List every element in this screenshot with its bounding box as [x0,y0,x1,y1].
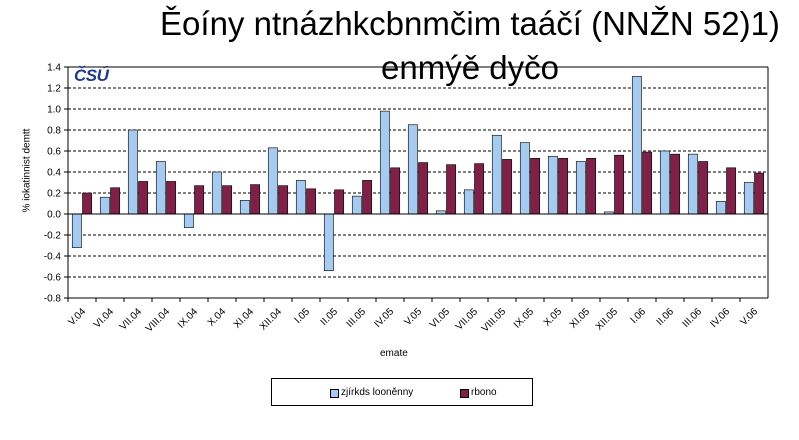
bar-series1 [575,161,586,215]
x-tick-label: VI.05 [428,306,453,331]
bar-series2 [278,185,289,215]
legend-label: zjírkds looněnny [341,387,414,398]
bar-series1 [687,153,698,215]
x-tick-label: VIII.05 [480,306,509,335]
bar-series1 [743,182,754,215]
bar-series1 [715,201,726,215]
y-tick-label: -0.4 [44,252,62,263]
bar-series1 [211,171,222,215]
bar-series1 [659,150,670,215]
bar-series1 [323,213,334,272]
bar-series2 [194,185,205,215]
bar-series1 [155,161,166,215]
bar-series2 [642,151,653,215]
y-tick-label: 1.0 [47,105,61,116]
bar-series1 [239,200,250,215]
csu-logo: ČSÚ [74,66,109,85]
x-tick-label: IV.06 [708,306,732,330]
bar-series2 [698,161,709,215]
bar-series2 [306,188,317,215]
y-tick-label: -0.6 [44,273,62,284]
x-tick-label: I.05 [293,306,313,326]
y-tick-label: 0.4 [47,168,61,179]
legend-label: rbono [471,387,497,398]
y-tick-label: 0.2 [47,189,61,200]
x-tick-label: I.06 [629,306,649,326]
bar-series1 [295,180,306,215]
x-tick-label: III.06 [681,306,705,330]
bar-series2 [558,158,569,215]
x-tick-label: VI.04 [92,306,117,331]
bar-series1 [127,129,138,215]
bar-series1 [379,110,390,215]
bar-series2 [362,180,373,215]
x-tick-label: II.06 [655,306,677,328]
x-axis-label: emate [380,348,408,359]
x-tick-label: V.06 [738,306,760,328]
bar-series1 [183,213,194,228]
bar-series2 [110,187,121,215]
x-tick-label: X.05 [542,306,565,329]
bar-series1 [99,196,110,215]
x-tick-label: II.05 [319,306,341,328]
legend-swatch [460,389,469,398]
y-tick-label: 0.0 [47,210,61,221]
bar-series1 [631,76,642,215]
bar-series1 [71,213,82,248]
x-tick-label: X.04 [206,306,229,329]
bar-series2 [474,163,485,215]
x-tick-label: III.05 [345,306,369,330]
chart-title-line1: Ěoíny ntnázhkcbnmčim taáčí (NNŽN 52)1) [160,5,780,42]
y-axis-label: % iokatinnist demtt [21,128,33,213]
bar-series1 [547,155,558,215]
y-tick-label: 1.2 [47,84,61,95]
bar-series1 [351,195,362,215]
x-tick-label: XII.04 [258,306,285,333]
bar-series2 [166,181,177,215]
x-tick-label: XI.04 [232,306,257,331]
x-tick-label: VII.05 [454,306,481,333]
x-tick-label: IX.04 [176,306,201,331]
x-tick-label: V.05 [402,306,424,328]
y-tick-label: 0.8 [47,126,61,137]
bar-series2 [726,167,737,215]
x-tick-label: VII.04 [118,306,145,333]
bar-series1 [407,124,418,215]
bar-series1 [463,189,474,215]
bar-series2 [530,158,541,215]
chart-legend: zjírkds looněnny rbono [271,378,533,406]
bar-series2 [502,159,513,215]
y-tick-label: -0.8 [44,294,62,305]
bar-series2 [390,167,401,215]
bar-series2 [754,172,765,215]
y-tick-label: 1.4 [47,63,61,74]
bar-series2 [82,192,93,215]
x-tick-label: IV.05 [372,306,396,330]
chart-title-line2: enmýě dyčo [381,49,559,86]
bar-series2 [138,181,149,215]
x-tick-label: VIII.04 [144,306,173,335]
bar-series1 [491,134,502,215]
legend-swatch [330,389,339,398]
bar-series2 [446,164,457,215]
x-tick-label: XII.05 [594,306,621,333]
bar-series2 [614,154,625,215]
x-tick-label: XI.05 [568,306,593,331]
x-tick-label: IX.05 [512,306,537,331]
bar-series2 [670,153,681,215]
x-tick-label: V.04 [66,306,88,328]
bar-series1 [519,142,530,215]
bar-series2 [334,189,345,215]
bar-series2 [418,162,429,215]
bar-series2 [222,185,233,215]
bar-series1 [267,147,278,215]
bar-series2 [250,184,261,215]
y-tick-label: 0.6 [47,147,61,158]
y-tick-label: -0.2 [44,231,62,242]
bar-series2 [586,158,597,215]
